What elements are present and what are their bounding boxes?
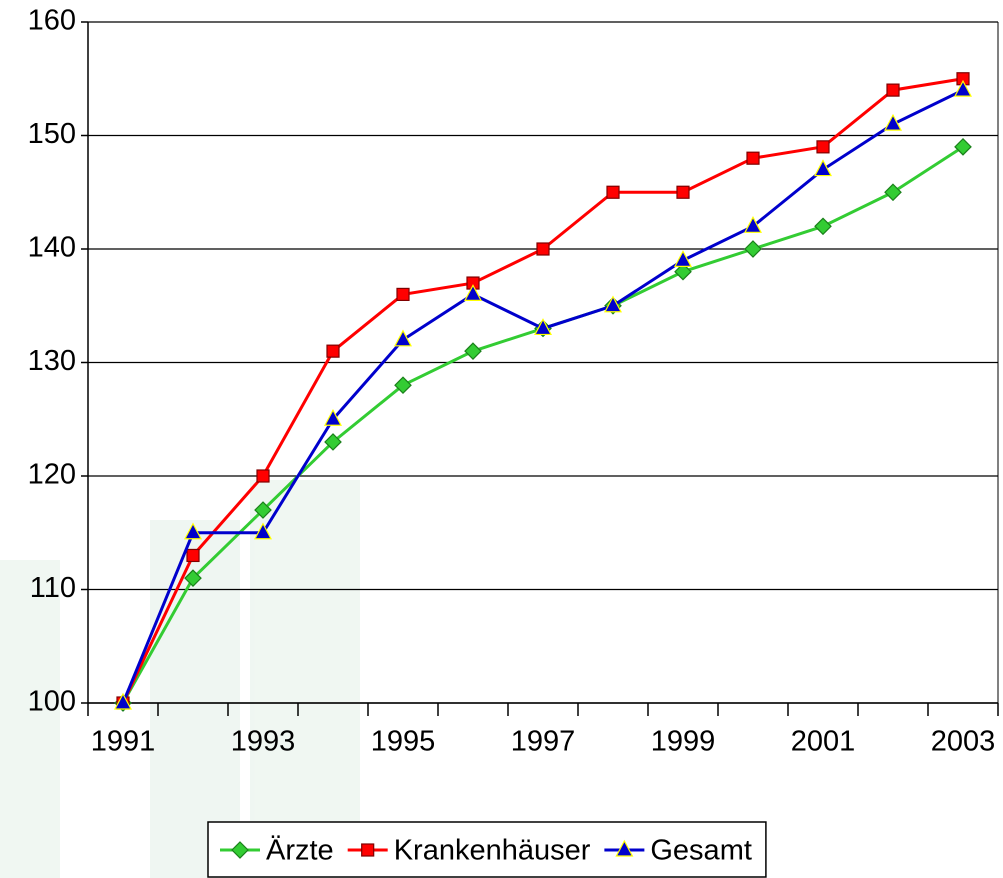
x-tick-label: 2001 bbox=[791, 726, 856, 758]
marker bbox=[534, 318, 552, 336]
x-tick-label: 1997 bbox=[511, 726, 576, 758]
y-tick-label: 160 bbox=[28, 5, 76, 37]
x-tick-label: 2003 bbox=[931, 726, 996, 758]
legend-label: Ärzte bbox=[266, 835, 334, 867]
y-tick-label: 130 bbox=[28, 345, 76, 377]
marker bbox=[814, 159, 832, 177]
marker bbox=[606, 185, 620, 199]
marker bbox=[464, 342, 482, 360]
series-line bbox=[121, 88, 964, 704]
marker bbox=[814, 217, 832, 236]
marker bbox=[886, 83, 900, 97]
y-tick-label: 140 bbox=[28, 232, 76, 264]
watermark bbox=[0, 480, 360, 878]
series-line bbox=[121, 145, 964, 704]
marker bbox=[114, 692, 132, 710]
marker bbox=[326, 344, 340, 358]
marker bbox=[884, 183, 902, 202]
marker bbox=[464, 284, 482, 301]
marker bbox=[394, 329, 412, 347]
marker bbox=[186, 548, 200, 563]
marker bbox=[674, 262, 692, 281]
marker bbox=[674, 250, 692, 267]
marker bbox=[324, 433, 342, 451]
x-tick-label: 1999 bbox=[651, 726, 716, 758]
legend-label: Gesamt bbox=[650, 835, 752, 867]
y-tick-label: 110 bbox=[30, 572, 76, 604]
y-tick-label: 100 bbox=[28, 686, 76, 718]
marker bbox=[816, 140, 830, 154]
marker bbox=[744, 216, 762, 233]
marker bbox=[536, 242, 550, 256]
marker bbox=[744, 240, 762, 258]
x-tick-label: 1993 bbox=[231, 726, 296, 758]
marker bbox=[254, 501, 272, 519]
marker bbox=[676, 185, 690, 199]
marker bbox=[615, 839, 634, 857]
marker bbox=[184, 569, 202, 587]
marker bbox=[954, 79, 972, 97]
axes: 100 110 120 130 140 150 160 1991 1993 1995 1997 199… bbox=[28, 5, 999, 758]
marker bbox=[361, 843, 375, 857]
x-tick-label: 1995 bbox=[371, 726, 436, 758]
marker bbox=[604, 295, 622, 313]
marker bbox=[883, 113, 903, 131]
y-tick-label: 120 bbox=[28, 459, 76, 491]
marker bbox=[394, 376, 412, 395]
marker bbox=[324, 408, 342, 426]
x-tick-label: 1991 bbox=[91, 726, 156, 758]
legend-box bbox=[207, 821, 767, 878]
legend: Ärzte Krankenhäuser Gesamt bbox=[207, 821, 767, 878]
legend-label: Krankenhäuser bbox=[394, 835, 591, 867]
marker bbox=[254, 522, 272, 540]
series bbox=[114, 72, 972, 712]
marker bbox=[396, 287, 410, 301]
marker bbox=[746, 151, 760, 165]
y-tick-label: 150 bbox=[28, 118, 76, 150]
marker bbox=[231, 841, 249, 859]
marker bbox=[184, 522, 202, 540]
marker bbox=[954, 138, 972, 156]
series-line bbox=[121, 77, 964, 704]
marker bbox=[256, 469, 270, 483]
